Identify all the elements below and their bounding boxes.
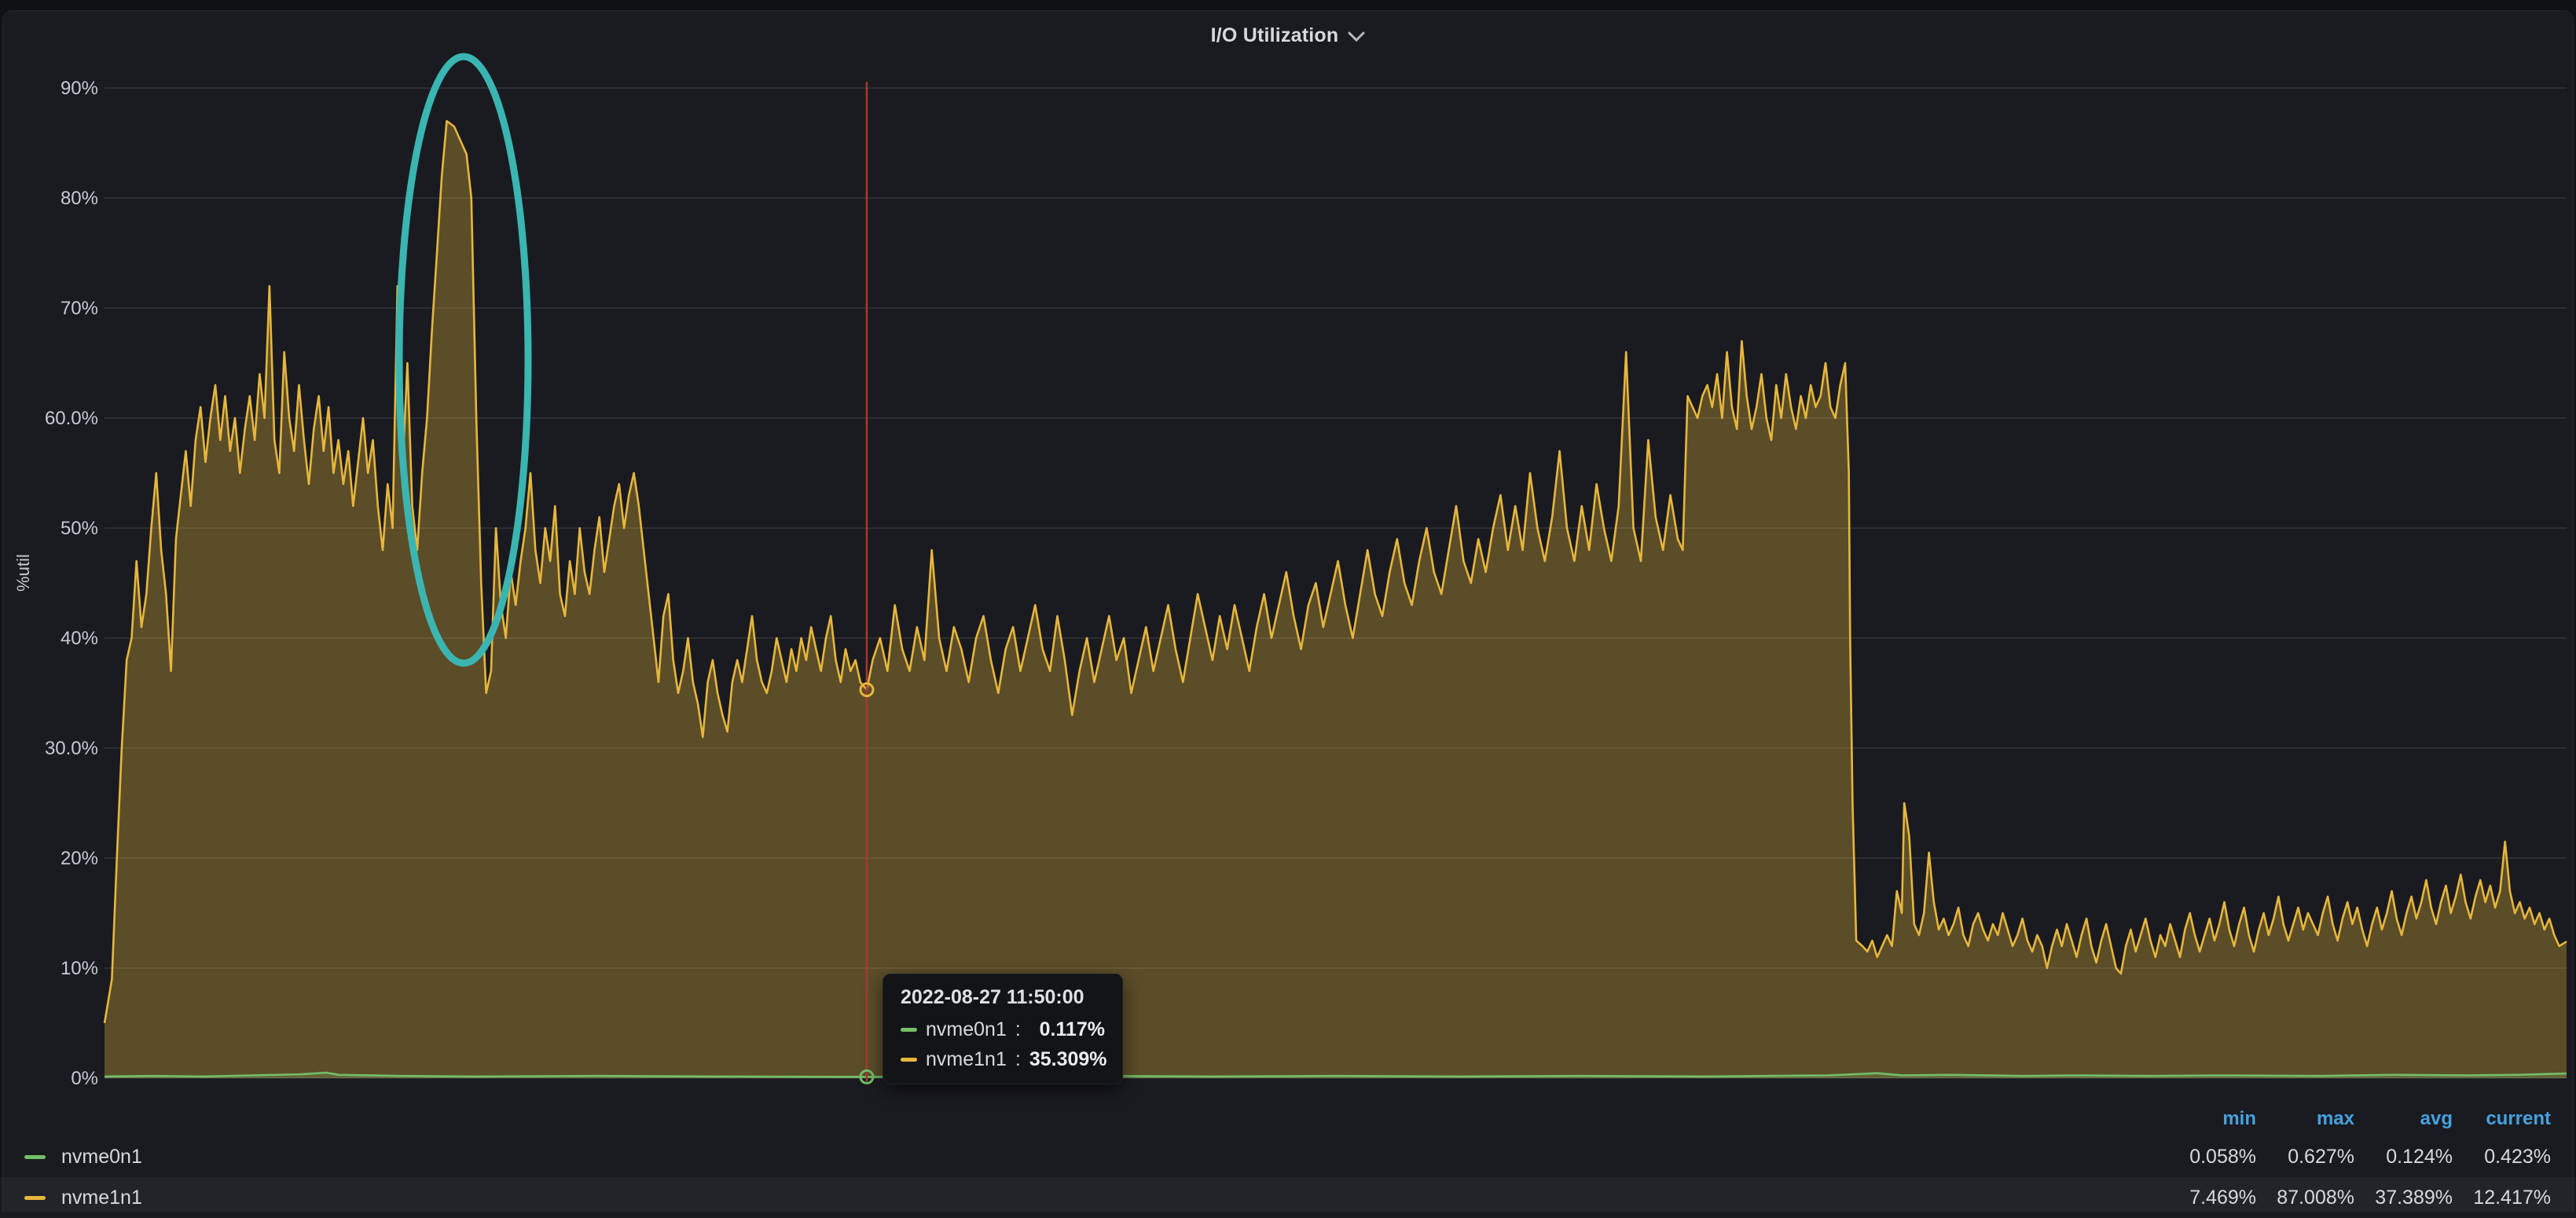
- page-title: I/O Utilization: [1210, 24, 1339, 46]
- tooltip-colon: :: [1015, 1018, 1021, 1040]
- series-swatch-nvme1n1: [24, 1195, 46, 1200]
- panel-title-menu[interactable]: I/O Utilization: [1211, 24, 1366, 47]
- y-tick-label: 0%: [71, 1068, 98, 1089]
- tooltip-colon: :: [1015, 1048, 1021, 1070]
- y-tick-label: 20%: [60, 848, 98, 869]
- series-swatch-nvme0n1: [24, 1154, 46, 1159]
- series-line-nvme1n1: [103, 119, 2567, 1024]
- panel-header: I/O Utilization: [0, 10, 2576, 61]
- y-tick-label: 80%: [60, 188, 98, 209]
- y-tick-label: 30.0%: [44, 738, 98, 759]
- legend-value-current: 0.423%: [2484, 1145, 2551, 1168]
- series-swatch-nvme1n1: [901, 1058, 917, 1062]
- annotation-ellipse: [395, 53, 532, 667]
- legend-value-current: 12.417%: [2473, 1186, 2551, 1209]
- legend-value-max: 0.627%: [2288, 1145, 2354, 1168]
- y-tick-label: 60.0%: [44, 408, 98, 429]
- legend-sort-max[interactable]: max: [2316, 1108, 2354, 1129]
- legend-table: min max avg current nvme0n1 0.058% 0.627…: [0, 1102, 2576, 1218]
- series-area-nvme1n1: [105, 121, 2567, 1078]
- y-axis-title: %util: [13, 554, 33, 592]
- legend-value-avg: 0.124%: [2386, 1145, 2453, 1168]
- legend-sort-avg[interactable]: avg: [2420, 1108, 2453, 1129]
- tooltip-series-value: 0.117%: [1039, 1018, 1105, 1040]
- y-tick-label: 50%: [60, 518, 98, 539]
- legend-row-nvme0n1: nvme0n1 0.058% 0.627% 0.124% 0.423%: [0, 1136, 2576, 1177]
- tooltip-series-name: nvme1n1: [926, 1048, 1007, 1070]
- legend-value-min: 0.058%: [2189, 1145, 2256, 1168]
- legend-value-min: 7.469%: [2189, 1186, 2256, 1209]
- tooltip-timestamp: 2022-08-27 11:50:00: [901, 986, 1084, 1008]
- series-line-nvme0n1: [104, 1071, 2567, 1078]
- legend-value-avg: 37.389%: [2375, 1186, 2453, 1209]
- legend-series-name: nvme1n1: [61, 1186, 142, 1209]
- y-tick-label: 10%: [60, 958, 98, 979]
- legend-series-name: nvme0n1: [61, 1145, 142, 1168]
- legend-series-toggle[interactable]: nvme0n1: [20, 1146, 2158, 1168]
- y-tick-label: 40%: [60, 628, 98, 649]
- tooltip-series-value: 35.309%: [1029, 1048, 1107, 1070]
- cursor-marker-nvme1n1: [859, 682, 875, 698]
- tooltip-series-name: nvme0n1: [926, 1018, 1007, 1040]
- series-swatch-nvme0n1: [901, 1028, 917, 1032]
- legend-row-nvme1n1: nvme1n1 7.469% 87.008% 37.389% 12.417%: [0, 1177, 2576, 1218]
- legend-header: min max avg current: [0, 1102, 2576, 1136]
- legend-sort-min[interactable]: min: [2222, 1108, 2256, 1129]
- y-tick-label: 70%: [60, 298, 98, 319]
- legend-sort-current[interactable]: current: [2486, 1108, 2551, 1129]
- legend-value-max: 87.008%: [2277, 1186, 2354, 1209]
- y-tick-label: 90%: [60, 78, 98, 99]
- tooltip-row: nvme1n1: 35.309%: [901, 1048, 1107, 1071]
- cursor-marker-nvme0n1: [859, 1069, 875, 1084]
- chart-tooltip: 2022-08-27 11:50:00 nvme0n1: 0.117% nvme…: [883, 974, 1123, 1084]
- chevron-down-icon: [1348, 31, 1365, 42]
- legend-series-toggle[interactable]: nvme1n1: [20, 1187, 2158, 1209]
- tooltip-row: nvme0n1: 0.117%: [901, 1018, 1105, 1041]
